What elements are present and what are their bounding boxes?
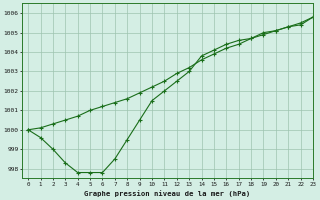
X-axis label: Graphe pression niveau de la mer (hPa): Graphe pression niveau de la mer (hPa) — [84, 190, 251, 197]
